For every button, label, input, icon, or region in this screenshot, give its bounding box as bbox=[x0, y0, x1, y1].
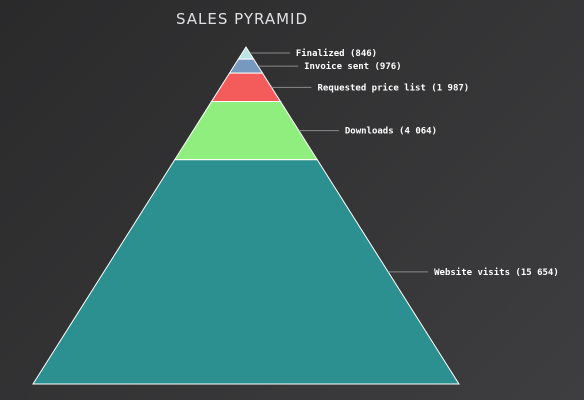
label-finalized: Finalized (846) bbox=[296, 48, 377, 59]
segment-website-visits[interactable] bbox=[32, 159, 460, 385]
segment-labels: Finalized (846) Invoice sent (976) Request… bbox=[296, 48, 559, 278]
pyramid-segments bbox=[32, 46, 460, 385]
label-requested-price-list: Requested price list (1 987) bbox=[317, 82, 469, 93]
segment-invoice-sent[interactable] bbox=[228, 58, 264, 74]
label-connectors bbox=[249, 52, 429, 273]
label-invoice-sent: Invoice sent (976) bbox=[304, 61, 402, 72]
label-downloads: Downloads (4 064) bbox=[345, 127, 437, 137]
chart-title: SALES PYRAMID bbox=[176, 10, 308, 28]
label-website-visits: Website visits (15 654) bbox=[434, 267, 559, 278]
segment-downloads[interactable] bbox=[173, 101, 319, 161]
segment-requested-price-list[interactable] bbox=[210, 72, 282, 103]
